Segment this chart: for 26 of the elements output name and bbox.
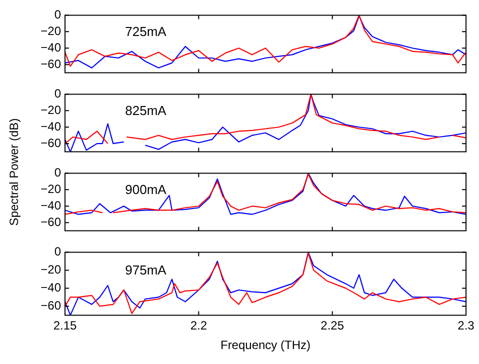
y-tick-label: 0 (54, 244, 62, 259)
y-tick-label: −60 (40, 214, 62, 229)
annotation: 825mA (125, 103, 167, 118)
x-tick-label: 2.3 (458, 318, 475, 333)
x-tick-label: 2.15 (53, 318, 77, 333)
x-axis-title: Frequency (THz) (220, 338, 311, 352)
y-tick-label: −60 (40, 298, 62, 313)
y-tick-label: −40 (40, 40, 62, 54)
x-tick-label: 2.2 (190, 318, 208, 333)
y-tick-label: −40 (40, 198, 62, 212)
y-tick-label: 0 (54, 8, 62, 22)
annotation: 725mA (125, 24, 167, 40)
annotation: 900mA (125, 182, 167, 198)
annotation: 975mA (125, 262, 167, 278)
x-tick-label: 2.25 (320, 318, 344, 333)
y-tick-label: 0 (54, 86, 62, 101)
y-axis-title: Spectral Power (dB) (7, 118, 21, 226)
y-tick-label: −40 (40, 119, 62, 134)
y-tick-label: −40 (40, 280, 62, 295)
y-tick-label: −20 (40, 262, 62, 277)
y-tick-label: −20 (40, 182, 62, 196)
y-tick-label: −60 (40, 56, 62, 71)
y-tick-label: −20 (40, 102, 62, 117)
y-tick-label: 0 (54, 166, 62, 180)
y-tick-label: −60 (40, 136, 62, 150)
y-tick-label: −20 (40, 24, 62, 38)
